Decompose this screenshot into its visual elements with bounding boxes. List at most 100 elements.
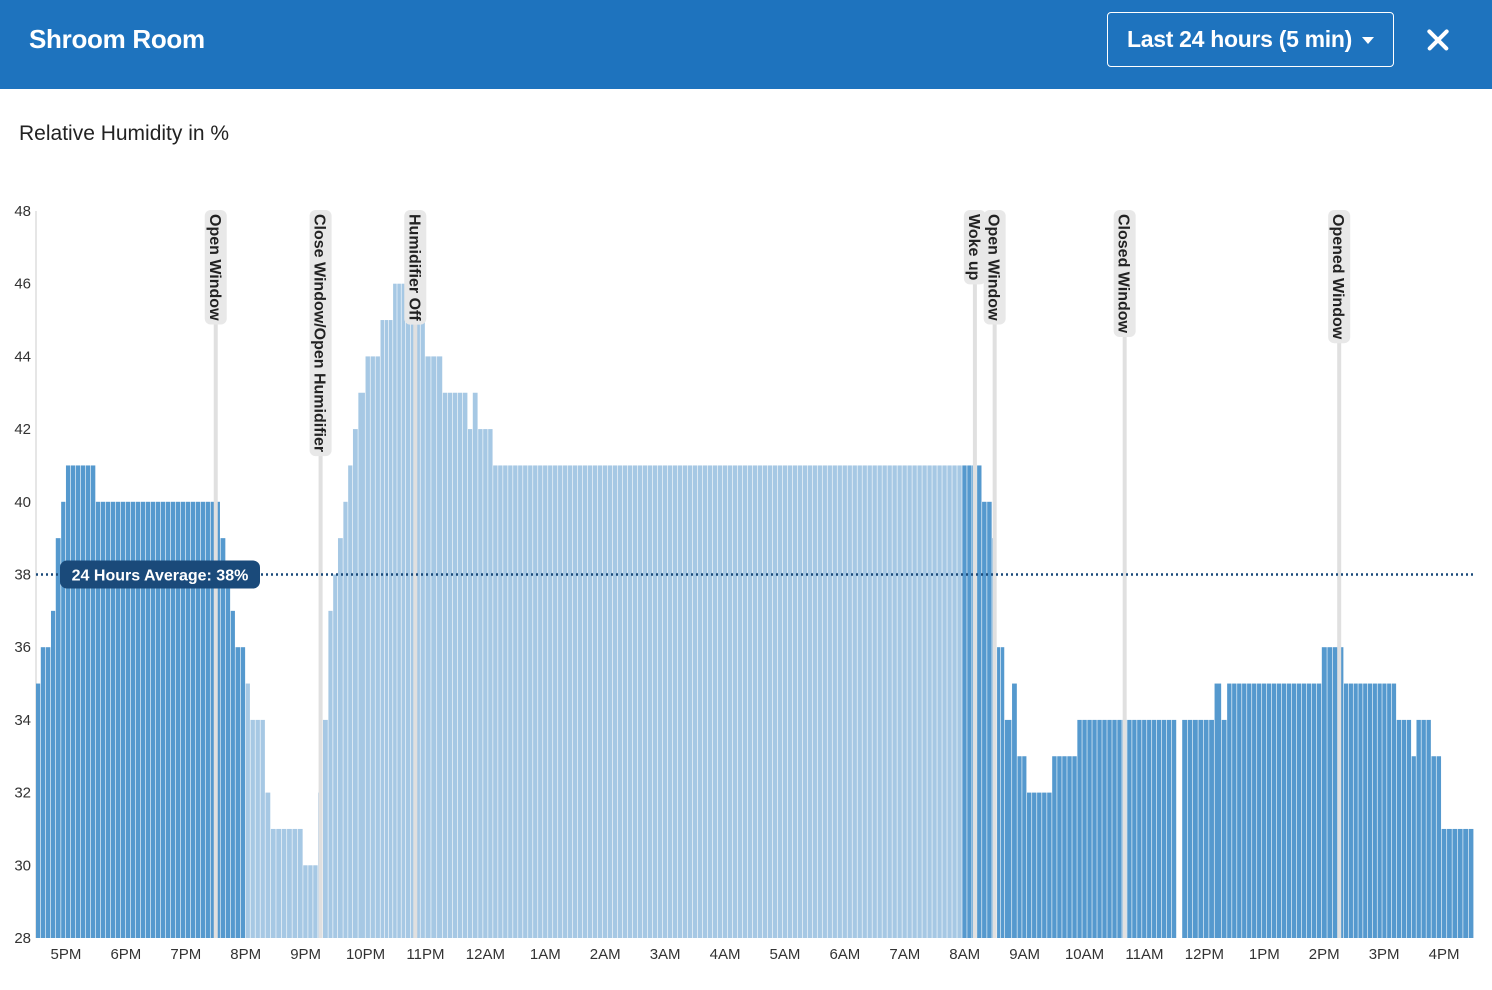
bar bbox=[538, 465, 543, 938]
bar bbox=[1192, 719, 1198, 938]
bar bbox=[612, 465, 618, 938]
bar bbox=[523, 465, 528, 938]
bar bbox=[180, 501, 186, 938]
bar bbox=[907, 465, 912, 938]
annotation-label: Closed Window bbox=[1113, 210, 1136, 337]
bar bbox=[822, 465, 827, 938]
bar bbox=[842, 465, 847, 938]
bar bbox=[812, 465, 817, 938]
bar bbox=[797, 465, 803, 938]
bar bbox=[1166, 719, 1172, 938]
bar bbox=[1017, 756, 1022, 938]
bar bbox=[1457, 828, 1463, 938]
bar bbox=[1327, 647, 1333, 938]
bar bbox=[917, 465, 922, 938]
close-icon[interactable] bbox=[1420, 22, 1456, 58]
bar bbox=[1401, 719, 1407, 938]
bar bbox=[587, 465, 593, 938]
annotation-pill bbox=[963, 210, 986, 285]
time-range-dropdown[interactable]: Last 24 hours (5 min) bbox=[1107, 12, 1394, 67]
bar bbox=[1171, 719, 1177, 938]
bar bbox=[375, 356, 380, 938]
y-tick-label: 46 bbox=[14, 276, 31, 293]
bar bbox=[1416, 719, 1421, 938]
bar bbox=[337, 538, 343, 938]
x-tick-label: 7AM bbox=[889, 946, 920, 963]
bar bbox=[1441, 828, 1447, 938]
bar bbox=[1447, 828, 1452, 938]
x-tick-label: 11AM bbox=[1125, 946, 1163, 963]
bar bbox=[657, 465, 663, 938]
bar bbox=[1242, 683, 1247, 938]
y-tick-label: 40 bbox=[14, 494, 31, 511]
bar bbox=[415, 320, 420, 938]
bar bbox=[1252, 683, 1257, 938]
bar bbox=[50, 610, 56, 938]
bar bbox=[105, 501, 111, 938]
bar bbox=[150, 501, 156, 938]
annotation-text: Closed Window bbox=[1115, 214, 1132, 334]
bar bbox=[281, 828, 287, 938]
bar bbox=[90, 465, 96, 938]
bar bbox=[431, 356, 437, 938]
bar bbox=[1032, 792, 1037, 938]
bar bbox=[190, 501, 196, 938]
y-tick-label: 38 bbox=[14, 567, 31, 584]
bar bbox=[230, 610, 235, 938]
annotation-text: Open Window bbox=[206, 214, 223, 321]
average-badge bbox=[60, 560, 260, 589]
bar bbox=[1232, 683, 1237, 938]
y-tick-label: 28 bbox=[14, 930, 31, 947]
bar bbox=[365, 356, 370, 938]
bar bbox=[1117, 719, 1122, 938]
bar bbox=[762, 465, 768, 938]
bar bbox=[857, 465, 862, 938]
bar bbox=[692, 465, 698, 938]
bar bbox=[947, 465, 952, 938]
bar bbox=[747, 465, 753, 938]
bar bbox=[977, 465, 982, 938]
bar bbox=[447, 392, 453, 938]
x-tick-label: 6PM bbox=[110, 946, 141, 963]
bar bbox=[652, 465, 658, 938]
bar bbox=[637, 465, 643, 938]
bar bbox=[65, 465, 71, 938]
bar bbox=[568, 465, 573, 938]
bar bbox=[578, 465, 583, 938]
bar bbox=[1306, 683, 1312, 938]
bar bbox=[1353, 683, 1358, 938]
annotation-text: Humidifier Off bbox=[405, 214, 422, 321]
bar bbox=[397, 283, 401, 938]
bar bbox=[1421, 719, 1426, 938]
bar bbox=[120, 501, 126, 938]
bar bbox=[80, 465, 86, 938]
bar bbox=[887, 465, 892, 938]
bar bbox=[1027, 792, 1032, 938]
bar bbox=[165, 501, 171, 938]
x-tick-label: 4AM bbox=[710, 946, 741, 963]
bar bbox=[36, 683, 41, 938]
bar bbox=[872, 465, 877, 938]
bar bbox=[1037, 792, 1042, 938]
bar bbox=[215, 501, 220, 938]
bar bbox=[313, 865, 318, 938]
time-range-label: Last 24 hours (5 min) bbox=[1126, 26, 1353, 52]
annotation-label: Close Window/Open Humidifier bbox=[309, 210, 332, 457]
average-label: 24 Hours Average: 38% bbox=[72, 568, 249, 585]
bar bbox=[493, 465, 498, 938]
bar bbox=[276, 828, 282, 938]
x-tick-label: 7PM bbox=[170, 946, 201, 963]
bar bbox=[1182, 719, 1187, 938]
bar bbox=[401, 283, 406, 938]
bar bbox=[155, 501, 161, 938]
bar bbox=[333, 574, 338, 938]
bar bbox=[662, 465, 668, 938]
bar bbox=[1004, 719, 1012, 938]
bar bbox=[195, 501, 201, 938]
annotation-text: Woke up bbox=[965, 214, 982, 281]
y-tick-label: 32 bbox=[14, 785, 31, 802]
bar bbox=[1426, 719, 1431, 938]
x-tick-label: 12PM bbox=[1185, 946, 1224, 963]
bar bbox=[932, 465, 937, 938]
bar bbox=[832, 465, 837, 938]
